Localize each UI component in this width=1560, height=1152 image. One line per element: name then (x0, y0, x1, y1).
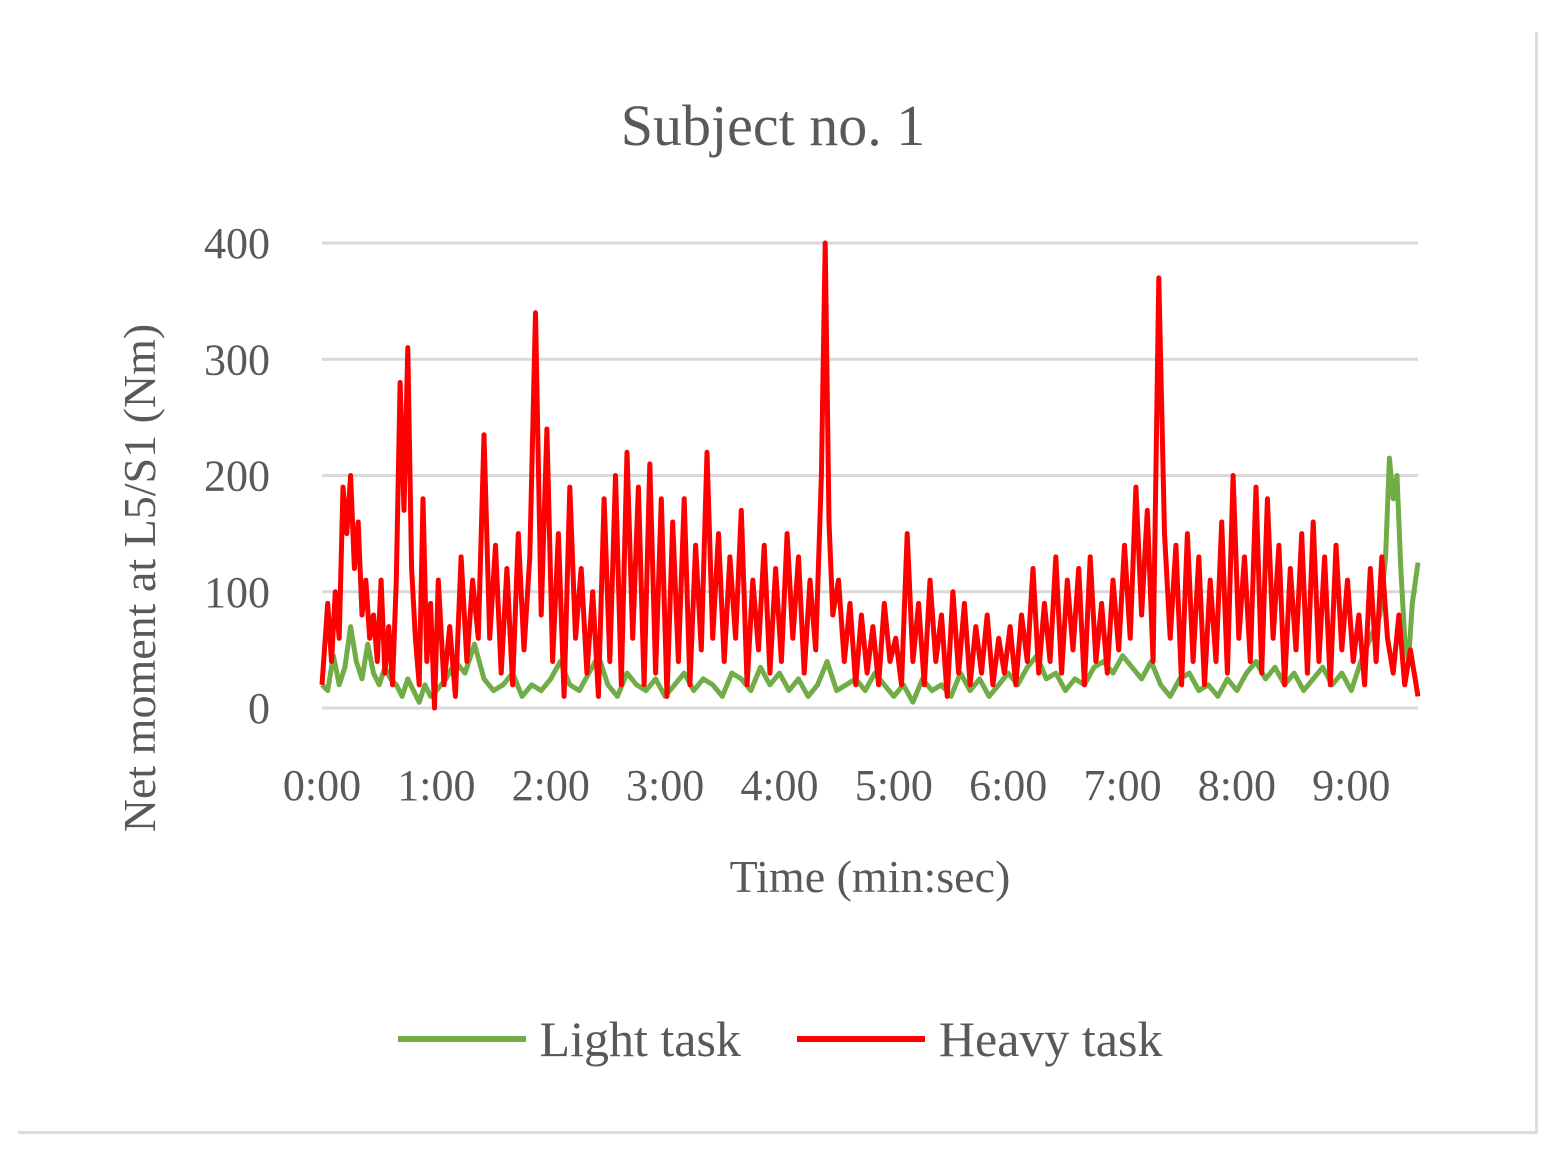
chart-title: Subject no. 1 (620, 93, 926, 158)
x-tick-label: 1:00 (397, 761, 475, 810)
y-tick-label: 300 (204, 335, 270, 384)
x-tick-label: 5:00 (855, 761, 933, 810)
y-axis-title: Net moment at L5/S1 (Nm) (114, 324, 165, 832)
y-tick-labels: 0 100 200 300 400 (204, 219, 270, 733)
legend-label-light: Light task (539, 1011, 741, 1067)
x-tick-label: 3:00 (626, 761, 704, 810)
x-tick-label: 8:00 (1198, 761, 1276, 810)
legend-item-light: Light task (397, 1010, 741, 1068)
legend-item-heavy: Heavy task (796, 1010, 1163, 1068)
line-chart: 0 100 200 300 400 0:00 1:00 2:00 3:00 4:00 5:00 6:… (114, 219, 1421, 902)
x-tick-label: 2:00 (512, 761, 590, 810)
x-tick-labels: 0:00 1:00 2:00 3:00 4:00 5:00 6:00 7:00 8:00 9:00 (283, 761, 1391, 810)
series-line-heavy-task (319, 240, 1421, 711)
legend: Light task Heavy task (0, 1010, 1560, 1068)
x-tick-label: 0:00 (283, 761, 361, 810)
y-tick-label: 200 (204, 452, 270, 501)
legend-swatch-heavy (796, 1036, 925, 1042)
x-tick-label: 6:00 (969, 761, 1047, 810)
x-axis-title: Time (min:sec) (730, 851, 1011, 902)
y-tick-label: 400 (204, 219, 270, 268)
y-tick-label: 0 (248, 684, 270, 733)
legend-label-heavy: Heavy task (938, 1011, 1163, 1067)
x-tick-label: 9:00 (1312, 761, 1390, 810)
y-tick-label: 100 (204, 568, 270, 617)
legend-swatch-light (397, 1036, 526, 1042)
x-tick-label: 7:00 (1083, 761, 1161, 810)
series-lines (319, 240, 1421, 711)
x-tick-label: 4:00 (740, 761, 818, 810)
